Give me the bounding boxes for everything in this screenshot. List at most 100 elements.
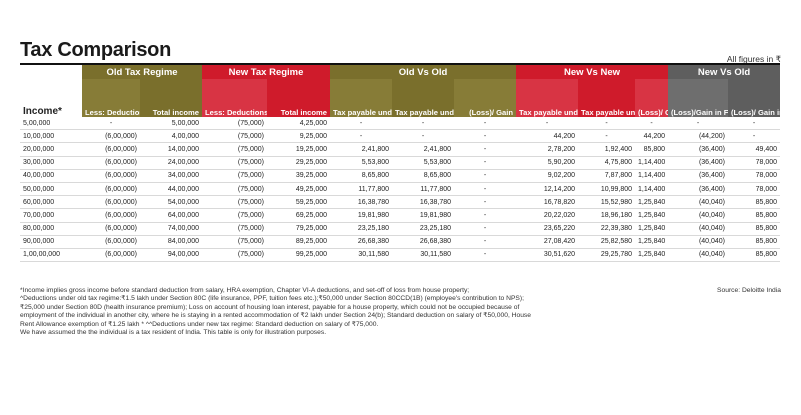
table-cell: 5,53,800 bbox=[330, 156, 393, 170]
group-header-new-vs-old: New Vs Old bbox=[668, 65, 781, 79]
table-cell: (36,400) bbox=[668, 142, 729, 157]
footnote-deductions: ^Deductions under old tax regime:₹1.5 la… bbox=[20, 295, 531, 328]
table-cell: (44,200) bbox=[668, 129, 729, 144]
table-cell: 1,25,840 bbox=[635, 195, 669, 210]
table-cell: (75,000) bbox=[202, 169, 267, 183]
table-cell: 9,25,000 bbox=[267, 129, 331, 144]
column-header-new-deductions: Less: Deductions^^ bbox=[202, 79, 267, 117]
table-cell: 23,65,220 bbox=[516, 222, 579, 236]
table-cell: 44,200 bbox=[516, 129, 579, 144]
table-cell: 80,00,000 bbox=[20, 222, 82, 236]
table-cell: (6,00,000) bbox=[82, 169, 140, 183]
column-header-gain-fy26: (Loss)/ Gain in FY26 bbox=[728, 79, 781, 117]
table-cell: 26,68,380 bbox=[392, 235, 455, 249]
table-cell: 30,11,580 bbox=[392, 248, 455, 263]
table-cell: 29,25,780 bbox=[578, 248, 636, 263]
table-cell: - bbox=[454, 129, 517, 144]
table-cell: 23,25,180 bbox=[392, 222, 455, 236]
table-cell: 16,78,820 bbox=[516, 195, 579, 210]
table-cell: (6,00,000) bbox=[82, 222, 140, 236]
table-cell: 78,000 bbox=[728, 182, 781, 197]
column-header-old-loss-gain: (Loss)/ Gain bbox=[454, 79, 517, 117]
footnotes: *Income implies gross income before stan… bbox=[20, 287, 540, 337]
table-cell: 70,00,000 bbox=[20, 208, 82, 223]
table-cell: (6,00,000) bbox=[82, 182, 140, 197]
title-divider bbox=[20, 63, 780, 65]
page-title: Tax Comparison bbox=[20, 39, 172, 61]
table-row: 70,00,000 (6,00,000) 64,00,000 (75,000) 69,2… bbox=[20, 208, 781, 223]
table-cell: 85,800 bbox=[728, 222, 781, 236]
table-cell: (40,040) bbox=[668, 235, 729, 249]
table-cell: 1,00,00,000 bbox=[20, 248, 82, 263]
table-cell: (6,00,000) bbox=[82, 142, 140, 157]
table-cell: 19,81,980 bbox=[392, 208, 455, 223]
table-cell: 30,11,580 bbox=[330, 248, 393, 263]
table-cell: - bbox=[454, 235, 517, 249]
table-cell: 27,08,420 bbox=[516, 235, 579, 249]
column-header-old-total-income: Total income bbox=[140, 79, 202, 117]
table-cell: (40,040) bbox=[668, 248, 729, 263]
source-note: Source: Deloitte India bbox=[717, 287, 781, 294]
table-cell: (75,000) bbox=[202, 129, 267, 144]
table-cell: 30,51,620 bbox=[516, 248, 579, 263]
table-cell: 1,25,840 bbox=[635, 222, 669, 236]
table-cell: 50,00,000 bbox=[20, 182, 82, 197]
table-cell: 12,14,200 bbox=[516, 182, 579, 197]
table-cell: 69,25,000 bbox=[267, 208, 331, 223]
table-cell: (75,000) bbox=[202, 248, 267, 263]
table-cell: 1,92,400 bbox=[578, 142, 636, 157]
table-cell: - bbox=[454, 208, 517, 223]
column-header-income: Income* bbox=[20, 65, 82, 117]
group-header-old-vs-old: Old Vs Old bbox=[330, 65, 517, 79]
table-cell: 54,00,000 bbox=[140, 195, 202, 210]
table-cell: 49,25,000 bbox=[267, 182, 331, 197]
table-body: 5,00,000-5,00,000 (75,000) 4,25,000- - - - - - -… bbox=[20, 117, 781, 263]
table-cell: (40,040) bbox=[668, 195, 729, 210]
table-cell: 4,75,800 bbox=[578, 156, 636, 170]
table-cell: - bbox=[454, 142, 517, 157]
table-row: 1,00,00,000 (6,00,000) 94,00,000 (75,000) 99… bbox=[20, 248, 781, 263]
table-row: 60,00,000 (6,00,000) 54,00,000 (75,000) 59,2… bbox=[20, 195, 781, 210]
table-cell: - bbox=[330, 117, 393, 131]
table-cell: 1,14,400 bbox=[635, 156, 669, 170]
table-row: 5,00,000-5,00,000 (75,000) 4,25,000- - - - - - -… bbox=[20, 117, 781, 131]
table-cell: (6,00,000) bbox=[82, 235, 140, 249]
table-cell: 40,00,000 bbox=[20, 169, 82, 183]
units-note: All figures in ₹ bbox=[726, 54, 781, 64]
table-cell: - bbox=[728, 117, 781, 131]
table-cell: - bbox=[392, 129, 455, 144]
column-header-old-tax-fy25: Tax payable under old regime in FY25 bbox=[330, 79, 393, 117]
table-cell: 2,41,800 bbox=[330, 142, 393, 157]
table-cell: - bbox=[728, 129, 781, 144]
table-cell: 4,00,000 bbox=[140, 129, 202, 144]
table-row: 80,00,000 (6,00,000) 74,00,000 (75,000) 79,2… bbox=[20, 222, 781, 236]
table-cell: (75,000) bbox=[202, 142, 267, 157]
table-cell: (75,000) bbox=[202, 208, 267, 223]
table-cell: (6,00,000) bbox=[82, 195, 140, 210]
table-cell: (36,400) bbox=[668, 182, 729, 197]
table-cell: 1,25,840 bbox=[635, 248, 669, 263]
table-cell: 59,25,000 bbox=[267, 195, 331, 210]
table-cell: 2,41,800 bbox=[392, 142, 455, 157]
table-cell: 8,65,800 bbox=[330, 169, 393, 183]
table-cell: 4,25,000 bbox=[267, 117, 331, 131]
table-cell: 16,38,780 bbox=[392, 195, 455, 210]
table-cell: - bbox=[330, 129, 393, 144]
table-row: 10,00,000 (6,00,000) 4,00,000 (75,000) 9,25,… bbox=[20, 129, 781, 144]
table-cell: (75,000) bbox=[202, 195, 267, 210]
table-cell: 60,00,000 bbox=[20, 195, 82, 210]
table-cell: 94,00,000 bbox=[140, 248, 202, 263]
table-cell: 90,00,000 bbox=[20, 235, 82, 249]
table-cell: 15,52,980 bbox=[578, 195, 636, 210]
table-cell: 78,000 bbox=[728, 156, 781, 170]
table-cell: 85,800 bbox=[728, 248, 781, 263]
group-header-old-regime: Old Tax Regime bbox=[82, 65, 202, 79]
table-cell: 64,00,000 bbox=[140, 208, 202, 223]
table-cell: 19,25,000 bbox=[267, 142, 331, 157]
table-cell: 22,39,380 bbox=[578, 222, 636, 236]
table-cell: 8,65,800 bbox=[392, 169, 455, 183]
table-cell: 99,25,000 bbox=[267, 248, 331, 263]
column-header-old-tax-fy26: Tax payable under old regime in FY26 bbox=[392, 79, 455, 117]
table-row: 50,00,000 (6,00,000) 44,00,000 (75,000) 49,2… bbox=[20, 182, 781, 197]
table-cell: (6,00,000) bbox=[82, 129, 140, 144]
